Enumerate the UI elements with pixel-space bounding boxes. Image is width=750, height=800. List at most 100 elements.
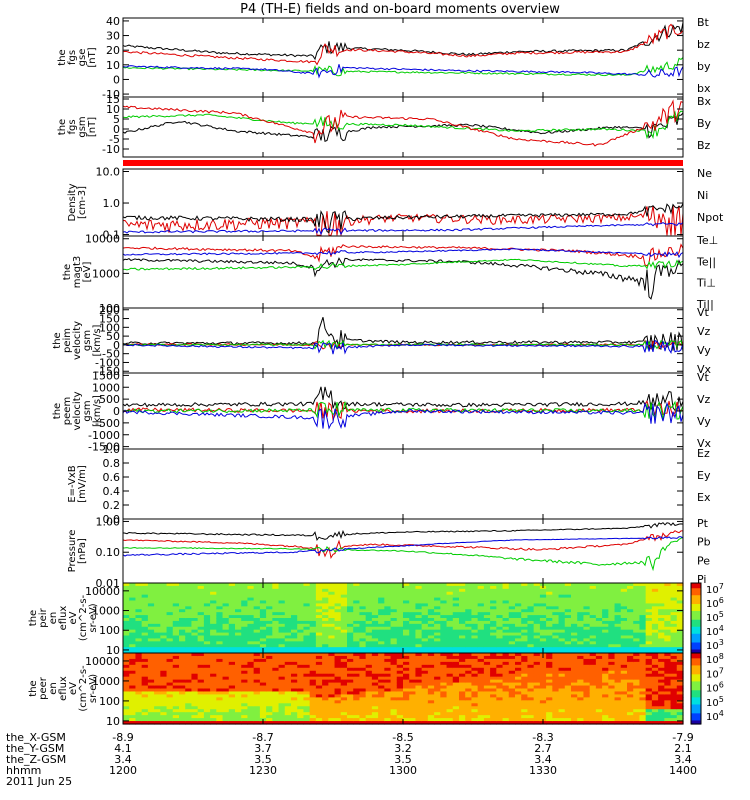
spectrogram-cell (403, 632, 410, 637)
spectrogram-cell (191, 594, 199, 599)
spectrogram-cell (197, 667, 205, 672)
spectrogram-cell (527, 709, 535, 713)
spectrogram-cell (633, 612, 641, 616)
x-row-value: 3.5 (394, 753, 412, 766)
spectrogram-cell (203, 603, 211, 607)
spectrogram-cell (166, 620, 174, 625)
spectrogram-cell (515, 700, 522, 704)
spectrogram-cell (608, 712, 616, 716)
spectrogram-cell (253, 712, 261, 716)
spectrogram-cell (589, 700, 597, 704)
spectrogram-cell (639, 641, 647, 645)
spectrogram-cell (272, 670, 280, 675)
spectrogram-cell (154, 588, 161, 593)
spectrogram-cell (651, 615, 659, 619)
spectrogram-cell (620, 644, 628, 648)
spectrogram-cell (421, 712, 429, 716)
spectrogram-cell (291, 718, 298, 722)
spectrogram-cell (670, 655, 678, 660)
spectrogram-cell (490, 644, 497, 648)
colorbar-segment (691, 663, 701, 667)
spectrogram-cell (322, 632, 329, 637)
spectrogram-cell (185, 679, 193, 684)
spectrogram-cell (614, 715, 622, 719)
spectrogram-cell (123, 650, 130, 654)
spectrogram-cell (284, 718, 292, 722)
spectrogram-cell (552, 700, 560, 704)
spectrogram-cell (340, 673, 348, 678)
spectrogram-cell (154, 641, 161, 645)
spectrogram-cell (123, 709, 130, 713)
spectrogram-cell (247, 626, 255, 631)
spectrogram-cell (384, 632, 392, 637)
spectrogram-cell (228, 706, 236, 710)
spectrogram-cell (141, 688, 149, 693)
spectrogram-cell (465, 685, 473, 690)
spectrogram-cell (266, 667, 273, 672)
spectrogram-cell (465, 603, 473, 607)
spectrogram-cell (315, 623, 323, 628)
spectrogram-cell (676, 682, 684, 687)
spectrogram-cell (166, 644, 174, 648)
spectrogram-cell (266, 618, 273, 622)
spectrogram-cell (589, 679, 597, 684)
spectrogram-cell (172, 694, 180, 698)
spectrogram-cell (627, 721, 634, 725)
spectrogram-cell (340, 594, 348, 599)
spectrogram-cell (359, 635, 367, 640)
spectrogram-cell (483, 591, 491, 596)
spectrogram-cell (247, 712, 255, 716)
x-row-value: 3.4 (534, 753, 552, 766)
spectrogram-cell (546, 585, 553, 590)
spectrogram-cell (191, 603, 199, 607)
spectrogram-cell (477, 644, 485, 648)
spectrogram-cell (210, 673, 217, 678)
spectrogram-cell (558, 685, 566, 690)
spectrogram-cell (645, 688, 653, 693)
spectrogram-cell (390, 635, 398, 640)
spectrogram-cell (571, 676, 578, 681)
y-axis-label: [nPa] (77, 538, 88, 564)
spectrogram-cell (371, 626, 379, 631)
spectrogram-cell (129, 664, 137, 669)
spectrogram-cell (465, 650, 473, 654)
spectrogram-cell (602, 603, 609, 607)
spectrogram-cell (452, 691, 460, 696)
spectrogram-cell (216, 679, 224, 684)
spectrogram-cell (651, 703, 659, 707)
spectrogram-cell (272, 655, 280, 660)
spectrogram-cell (253, 653, 261, 657)
spectrogram-cell (670, 647, 678, 651)
spectrogram-cell (359, 594, 367, 599)
spectrogram-cell (515, 612, 522, 616)
spectrogram-cell (309, 632, 317, 637)
spectrogram-cell (465, 676, 473, 681)
spectrogram-cell (459, 618, 466, 622)
spectrogram-cell (602, 635, 609, 640)
spectrogram-cell (471, 694, 479, 698)
colorbar-segment (691, 665, 701, 668)
spectrogram-cell (415, 721, 423, 725)
spectrogram-cell (203, 597, 211, 602)
spectrogram-cell (502, 664, 510, 669)
spectrogram-cell (259, 629, 267, 634)
spectrogram-cell (203, 667, 211, 672)
spectrogram-cell (639, 632, 647, 637)
spectrogram-cell (651, 667, 659, 672)
spectrogram-cell (639, 588, 647, 593)
spectrogram-cell (278, 697, 286, 701)
spectrogram-cell (166, 655, 174, 660)
spectrogram-cell (589, 706, 597, 710)
spectrogram-cell (384, 641, 392, 645)
spectrogram-cell (483, 709, 491, 713)
series-p8-Pe (123, 536, 683, 572)
spectrogram-cell (297, 661, 305, 666)
spectrogram-cell (203, 638, 211, 642)
spectrogram-cell (191, 623, 199, 628)
spectrogram-cell (334, 691, 342, 696)
spectrogram-cell (658, 618, 665, 622)
spectrogram-cell (440, 655, 448, 660)
spectrogram-cell (247, 682, 255, 687)
